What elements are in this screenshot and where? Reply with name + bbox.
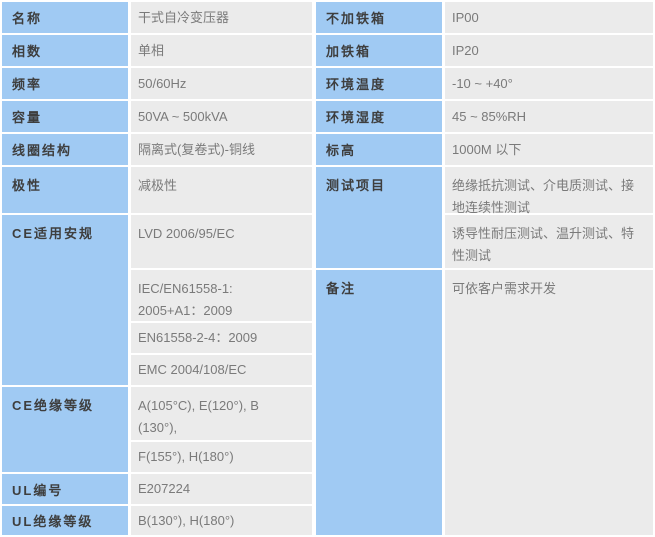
label-remarks: 备注 xyxy=(316,270,442,535)
value-ce-en61558-2-4: EN61558-2-4：2009 xyxy=(131,323,312,353)
row-ambient-humidity: 环境湿度 45 ~ 85%RH xyxy=(316,101,653,132)
row-altitude: 标高 1000M 以下 xyxy=(316,134,653,165)
label-ce-insulation-class: CE绝缘等级 xyxy=(2,387,128,472)
row-phases: 相数 单相 xyxy=(2,35,312,66)
value-coil-structure: 隔离式(复卷式)-铜线 xyxy=(131,134,312,165)
value-ce-lvd: LVD 2006/95/EC xyxy=(131,215,312,268)
value-ul-file-number: E207224 xyxy=(131,474,312,504)
label-polarity: 极性 xyxy=(2,167,128,213)
label-frequency: 频率 xyxy=(2,68,128,99)
value-ul-insulation-class: B(130°), H(180°) xyxy=(131,506,312,535)
label-ambient-humidity: 环境湿度 xyxy=(316,101,442,132)
row-capacity: 容量 50VA ~ 500kVA xyxy=(2,101,312,132)
value-ce-emc: EMC 2004/108/EC xyxy=(131,355,312,385)
left-spec-table: 名称 干式自冷变压器 相数 单相 频率 50/60Hz 容量 50VA ~ 50… xyxy=(2,2,312,535)
value-frequency: 50/60Hz xyxy=(131,68,312,99)
value-phases: 单相 xyxy=(131,35,312,66)
right-spec-table: 不加铁箱 IP00 加铁箱 IP20 环境温度 -10 ~ +40° 环境湿度 … xyxy=(316,2,653,535)
value-altitude: 1000M 以下 xyxy=(445,134,653,165)
label-test-items: 测试项目 xyxy=(316,167,442,268)
label-with-iron-case: 加铁箱 xyxy=(316,35,442,66)
ce-insulation-class-values: A(105°C), E(120°), B (130°), F(155°), H(… xyxy=(131,387,312,472)
value-ambient-temperature: -10 ~ +40° xyxy=(445,68,653,99)
row-ce-safety-standards: CE适用安规 LVD 2006/95/EC IEC/EN61558-1: 200… xyxy=(2,215,312,385)
row-remarks: 备注 可依客户需求开发 xyxy=(316,270,653,535)
value-without-iron-case: IP00 xyxy=(445,2,653,33)
label-ul-file-number: UL编号 xyxy=(2,474,128,504)
test-items-values: 绝缘抵抗测试、介电质测试、接 地连续性测试 诱导性耐压测试、温升测试、特 性测试 xyxy=(445,167,653,268)
label-name: 名称 xyxy=(2,2,128,33)
row-test-items: 测试项目 绝缘抵抗测试、介电质测试、接 地连续性测试 诱导性耐压测试、温升测试、… xyxy=(316,167,653,268)
row-name: 名称 干式自冷变压器 xyxy=(2,2,312,33)
value-ambient-humidity: 45 ~ 85%RH xyxy=(445,101,653,132)
value-test-items-1: 绝缘抵抗测试、介电质测试、接 地连续性测试 xyxy=(445,167,653,215)
value-capacity: 50VA ~ 500kVA xyxy=(131,101,312,132)
row-polarity: 极性 减极性 xyxy=(2,167,312,213)
label-coil-structure: 线圈结构 xyxy=(2,134,128,165)
label-phases: 相数 xyxy=(2,35,128,66)
value-remarks: 可依客户需求开发 xyxy=(445,270,653,535)
row-ul-insulation-class: UL绝缘等级 B(130°), H(180°) xyxy=(2,506,312,535)
label-ul-insulation-class: UL绝缘等级 xyxy=(2,506,128,535)
row-with-iron-case: 加铁箱 IP20 xyxy=(316,35,653,66)
row-coil-structure: 线圈结构 隔离式(复卷式)-铜线 xyxy=(2,134,312,165)
value-polarity: 减极性 xyxy=(131,167,312,213)
label-ambient-temperature: 环境温度 xyxy=(316,68,442,99)
row-ambient-temperature: 环境温度 -10 ~ +40° xyxy=(316,68,653,99)
label-capacity: 容量 xyxy=(2,101,128,132)
value-ce-insulation-f-h: F(155°), H(180°) xyxy=(131,442,312,472)
row-ul-file-number: UL编号 E207224 xyxy=(2,474,312,504)
value-name: 干式自冷变压器 xyxy=(131,2,312,33)
row-without-iron-case: 不加铁箱 IP00 xyxy=(316,2,653,33)
label-without-iron-case: 不加铁箱 xyxy=(316,2,442,33)
value-ce-insulation-a-e-b: A(105°C), E(120°), B (130°), xyxy=(131,387,312,440)
value-ce-iec-en61558-1: IEC/EN61558-1: 2005+A1：2009 xyxy=(131,270,312,321)
ce-safety-standards-values: LVD 2006/95/EC IEC/EN61558-1: 2005+A1：20… xyxy=(131,215,312,385)
label-altitude: 标高 xyxy=(316,134,442,165)
label-ce-safety-standards: CE适用安规 xyxy=(2,215,128,385)
value-with-iron-case: IP20 xyxy=(445,35,653,66)
row-ce-insulation-class: CE绝缘等级 A(105°C), E(120°), B (130°), F(15… xyxy=(2,387,312,472)
value-test-items-2: 诱导性耐压测试、温升测试、特 性测试 xyxy=(445,215,653,268)
row-frequency: 频率 50/60Hz xyxy=(2,68,312,99)
